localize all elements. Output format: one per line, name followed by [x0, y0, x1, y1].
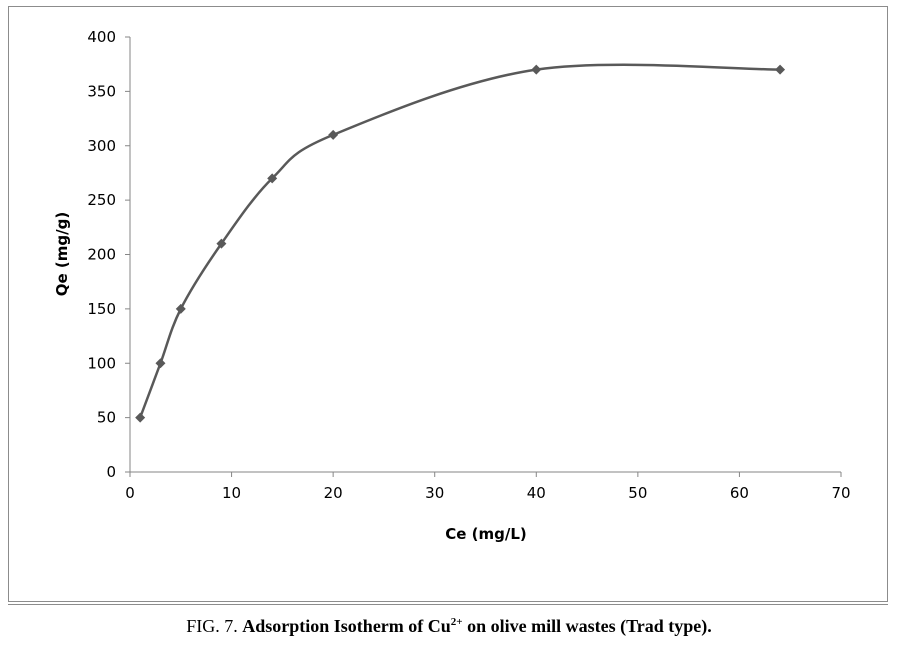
data-point-marker [155, 358, 166, 369]
x-axis-title: Ce (mg/L) [445, 525, 527, 543]
chart-frame-bottom-rule [8, 604, 888, 605]
y-tick-label: 150 [87, 300, 116, 318]
caption-bold-post: on olive mill wastes (Trad type). [462, 616, 712, 636]
caption-bold-pre: Adsorption Isotherm of Cu [242, 616, 451, 636]
x-tick-label: 20 [324, 484, 343, 502]
x-ticks: 0 10 20 30 40 50 60 70 [125, 472, 851, 502]
y-tick-label: 350 [87, 82, 116, 100]
chart-frame [8, 6, 888, 602]
x-tick-label: 70 [831, 484, 850, 502]
x-tick-label: 40 [527, 484, 546, 502]
caption-superscript: 2+ [450, 616, 463, 628]
series-line [138, 63, 781, 419]
y-tick-label: 200 [87, 246, 116, 264]
data-point-marker [775, 64, 786, 75]
figure-caption: FIG. 7. Adsorption Isotherm of Cu2+ on o… [0, 616, 898, 637]
y-axis-title: Qe (mg/g) [53, 212, 71, 296]
y-tick-label: 300 [87, 137, 116, 155]
y-tick-label: 100 [87, 354, 116, 372]
x-tick-label: 0 [125, 484, 135, 502]
y-ticks: 0 50 100 150 200 250 300 350 400 [87, 28, 130, 481]
data-point-marker [531, 64, 542, 75]
y-tick-label: 0 [106, 463, 116, 481]
data-point-marker [135, 412, 146, 423]
y-tick-label: 50 [97, 409, 116, 427]
x-tick-label: 50 [628, 484, 647, 502]
data-point-marker [216, 238, 227, 249]
y-tick-label: 250 [87, 191, 116, 209]
data-point-marker [267, 173, 278, 184]
y-tick-label: 400 [87, 28, 116, 46]
x-tick-label: 60 [730, 484, 749, 502]
caption-prefix: FIG. 7. [186, 616, 243, 636]
x-tick-label: 30 [425, 484, 444, 502]
x-tick-label: 10 [222, 484, 241, 502]
data-point-marker [328, 129, 339, 140]
axes [129, 37, 841, 473]
series-group [135, 63, 786, 423]
data-point-marker [175, 303, 186, 314]
